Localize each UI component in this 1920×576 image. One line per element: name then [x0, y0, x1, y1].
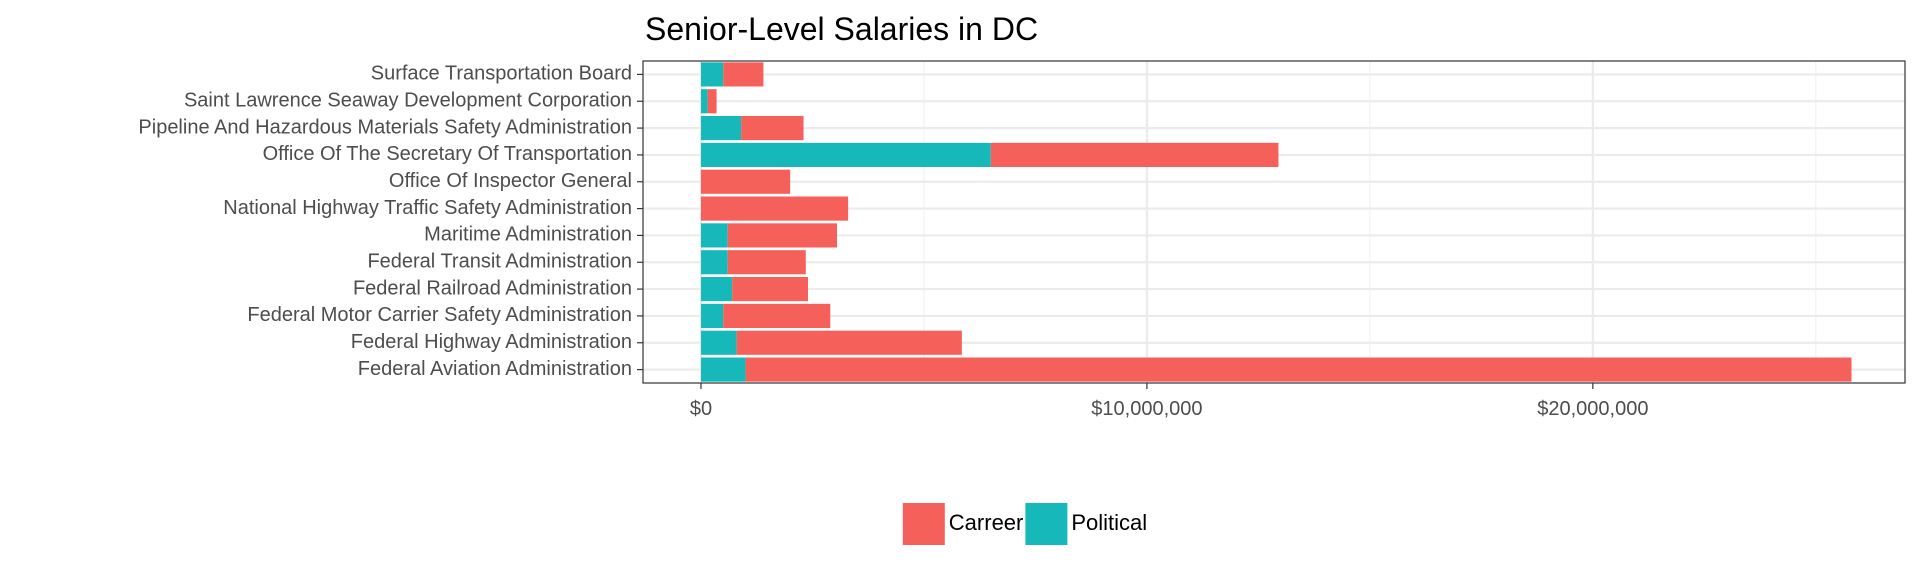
- y-tick-label: Federal Railroad Administration: [353, 277, 632, 299]
- bar-political: [700, 62, 724, 87]
- y-tick-label: Office Of Inspector General: [389, 170, 632, 192]
- legend-key-carreer: [902, 503, 945, 545]
- legend-key-political: [1025, 503, 1068, 545]
- legend-label-carreer: Carreer: [949, 510, 1024, 535]
- y-tick-label: Office Of The Secretary Of Transportatio…: [263, 143, 632, 165]
- bar-carreer: [707, 89, 717, 114]
- bar-carreer: [745, 357, 1852, 382]
- bars: [700, 62, 1852, 382]
- grid-lines: [643, 61, 1905, 383]
- bar-political: [700, 330, 737, 355]
- plot-panel-border: [642, 60, 1906, 384]
- bar-political: [700, 116, 742, 141]
- bar-carreer: [727, 223, 837, 248]
- chart-title: Senior-Level Salaries in DC: [645, 11, 1038, 47]
- legend: Carreer Political: [902, 503, 1147, 545]
- bar-political: [700, 250, 728, 275]
- bar-political: [700, 223, 728, 248]
- bar-carreer: [732, 277, 808, 302]
- y-axis: Federal Aviation Administration Federal H…: [138, 63, 643, 380]
- bar-carreer: [723, 62, 764, 87]
- bar-carreer: [741, 116, 804, 141]
- bar-political: [700, 303, 724, 328]
- y-tick-label: Federal Transit Administration: [367, 251, 632, 273]
- y-tick-label: Surface Transportation Board: [371, 63, 632, 85]
- y-tick-label: National Highway Traffic Safety Administ…: [223, 197, 632, 219]
- bar-carreer: [736, 330, 962, 355]
- y-tick-label: Federal Aviation Administration: [358, 358, 632, 380]
- x-tick-label: $10,000,000: [1091, 398, 1202, 420]
- y-tick-label: Federal Motor Carrier Safety Administrat…: [247, 304, 632, 326]
- bar-carreer: [700, 196, 849, 221]
- y-tick-label: Saint Lawrence Seaway Development Corpor…: [184, 90, 632, 112]
- legend-label-political: Political: [1071, 510, 1147, 535]
- y-tick-label: Federal Highway Administration: [351, 331, 632, 353]
- bar-carreer: [727, 250, 806, 275]
- bar-carreer: [723, 303, 831, 328]
- bar-political: [700, 277, 733, 302]
- x-axis: $0 $10,000,000 $20,000,000: [690, 383, 1648, 420]
- y-tick-label: Maritime Administration: [424, 224, 632, 246]
- bar-carreer: [990, 142, 1279, 167]
- bar-carreer: [700, 169, 791, 194]
- y-tick-label: Pipeline And Hazardous Materials Safety …: [138, 116, 632, 138]
- x-tick-label: $20,000,000: [1537, 398, 1648, 420]
- bar-political: [700, 357, 746, 382]
- bar-political: [700, 142, 991, 167]
- bar-political: [700, 89, 708, 114]
- x-tick-label: $0: [690, 398, 712, 420]
